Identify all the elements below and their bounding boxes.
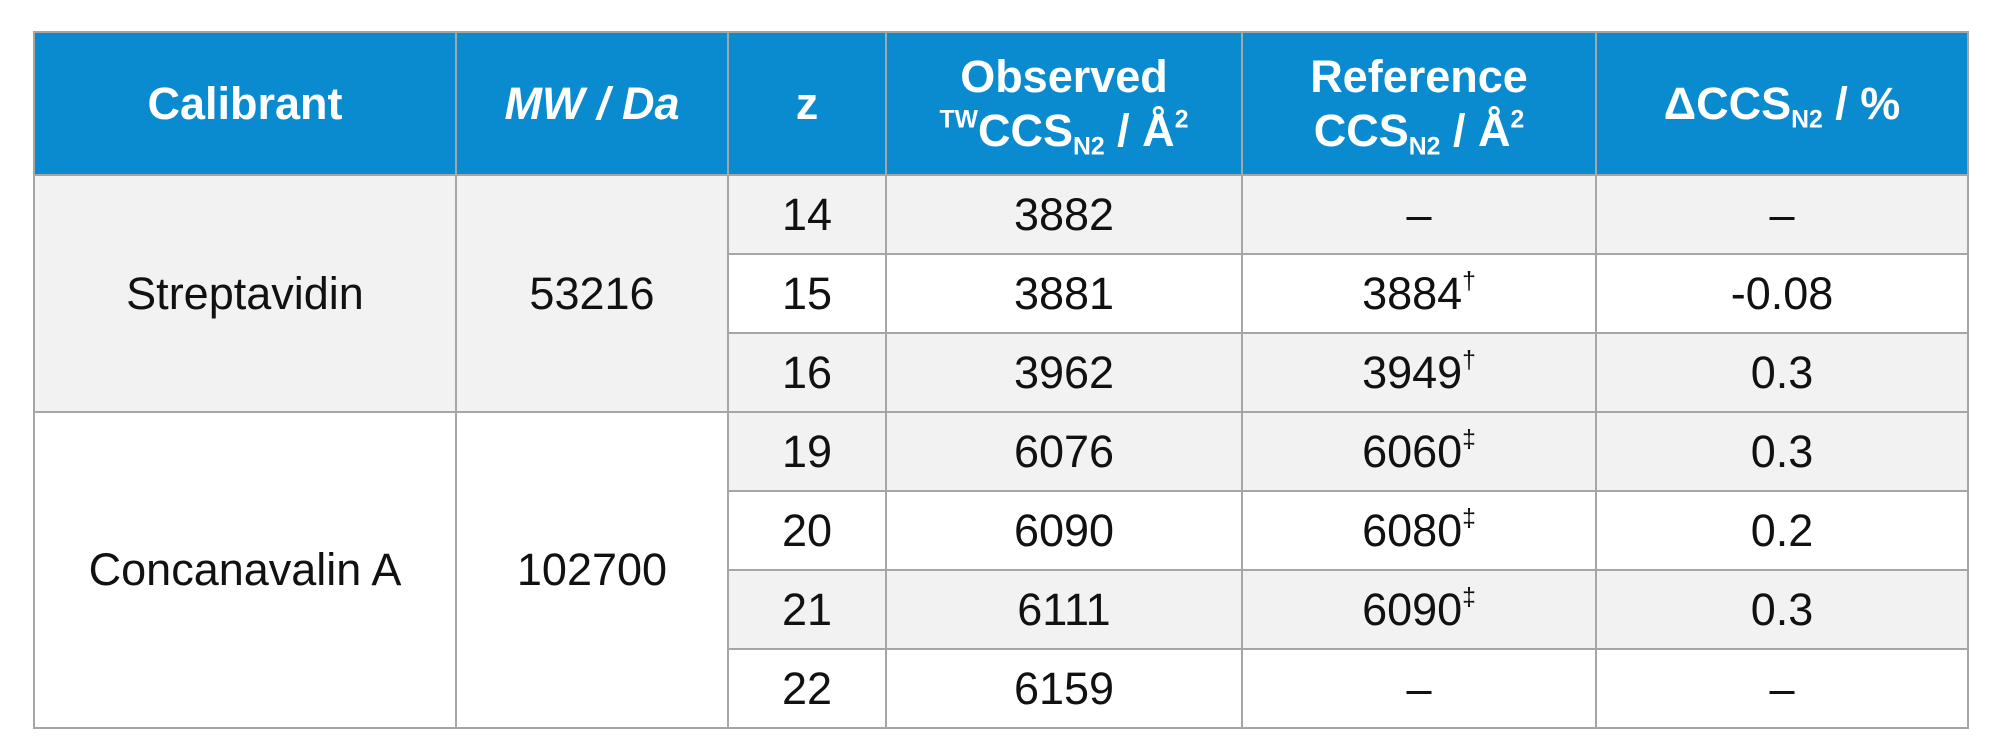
delta-cell: – [1595,174,1969,255]
header-reference-line1: Reference [1310,51,1528,103]
z-cell: 21 [727,569,887,650]
header-delta-unit: / % [1822,77,1901,129]
reference-value: 6060 [1362,425,1463,477]
z-cell: 22 [727,648,887,729]
header-observed-sub: N2 [1073,133,1105,161]
reference-mark: ‡ [1462,583,1476,611]
delta-cell: – [1595,648,1969,729]
table-row: 15 3881 3884† -0.08 [34,253,1969,334]
reference-cell: 6060‡ [1241,411,1597,492]
reference-value: 3884 [1362,267,1463,319]
reference-cell: – [1241,648,1597,729]
header-observed-line1: Observed [960,51,1168,103]
reference-mark: † [1462,346,1476,374]
delta-cell: 0.3 [1595,332,1969,413]
reference-value: 6090 [1362,583,1463,635]
header-reference-sub: N2 [1408,133,1441,161]
header-observed-unit: / Å [1104,104,1175,156]
header-reference-unit: / Å [1440,104,1511,156]
z-cell: 20 [727,490,887,571]
header-delta-base: ΔCCS [1663,77,1792,129]
header-z: z [727,31,887,176]
calibration-table: Calibrant MW / Da z Observed TWCCSN2 / Å… [33,31,1969,729]
z-cell: 14 [727,174,887,255]
header-observed: Observed TWCCSN2 / Å2 [885,31,1243,176]
observed-cell: 3882 [885,174,1243,255]
header-mw: MW / Da [455,31,729,176]
reference-cell: 6090‡ [1241,569,1597,650]
reference-cell: 3884† [1241,253,1597,334]
reference-cell: – [1241,174,1597,255]
reference-cell: 6080‡ [1241,490,1597,571]
header-observed-sup: TW [939,105,979,133]
reference-mark: † [1462,267,1476,295]
observed-cell: 6076 [885,411,1243,492]
z-cell: 19 [727,411,887,492]
delta-cell: 0.3 [1595,569,1969,650]
table-row: Concanavalin A 102700 19 6076 6060‡ 0.3 [33,411,1969,729]
reference-value: 3949 [1362,346,1463,398]
table-row: 21 6111 6090‡ 0.3 [34,569,1969,650]
header-reference-base: CCS [1313,104,1409,156]
z-cell: 16 [727,332,887,413]
header-delta: ΔCCSN2 / % [1595,31,1969,176]
observed-cell: 3962 [885,332,1243,413]
mw-cell: 102700 [455,411,729,729]
calibrant-cell: Concanavalin A [33,411,457,729]
reference-cell: 3949† [1241,332,1597,413]
delta-cell: 0.2 [1595,490,1969,571]
header-calibrant: Calibrant [33,31,457,176]
reference-value: – [1406,188,1432,240]
header-observed-base: CCS [978,104,1074,156]
table-row: Streptavidin 53216 14 3882 – – [33,174,1969,413]
reference-value: 6080 [1362,504,1463,556]
table-row: 22 6159 – – [34,648,1969,729]
delta-cell: -0.08 [1595,253,1969,334]
observed-cell: 3881 [885,253,1243,334]
table-header-row: Calibrant MW / Da z Observed TWCCSN2 / Å… [33,31,1969,176]
header-reference-exp: 2 [1510,105,1525,133]
observed-cell: 6111 [885,569,1243,650]
reference-mark: ‡ [1462,504,1476,532]
mw-cell: 53216 [455,174,729,413]
observed-cell: 6159 [885,648,1243,729]
table-row: 16 3962 3949† 0.3 [34,332,1969,413]
header-observed-exp: 2 [1174,105,1189,133]
header-delta-sub: N2 [1791,106,1823,134]
table-row: 20 6090 6080‡ 0.2 [34,490,1969,571]
reference-mark: ‡ [1462,425,1476,453]
calibrant-cell: Streptavidin [33,174,457,413]
reference-value: – [1406,662,1432,714]
z-cell: 15 [727,253,887,334]
delta-cell: 0.3 [1595,411,1969,492]
header-reference: Reference CCSN2 / Å2 [1241,31,1597,176]
observed-cell: 6090 [885,490,1243,571]
